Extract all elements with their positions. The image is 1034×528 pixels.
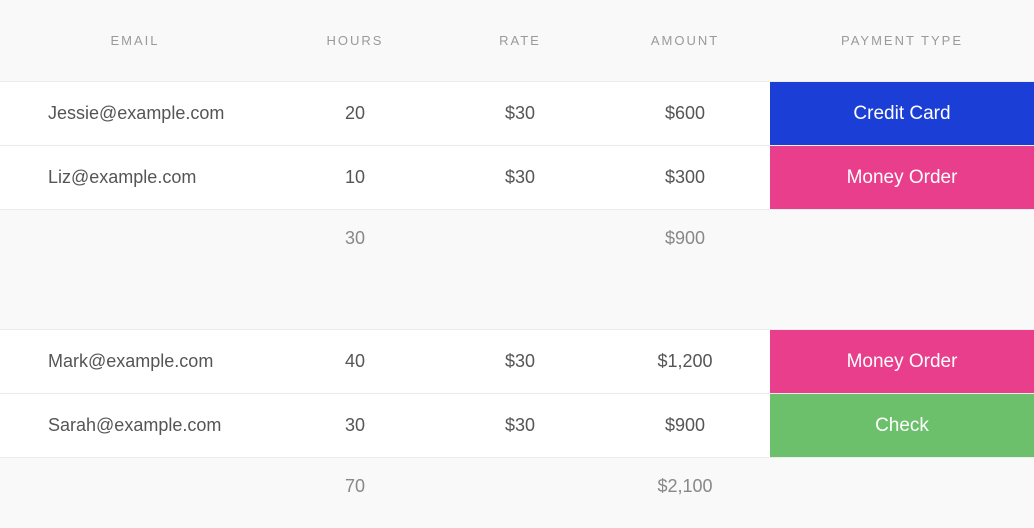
summary-hours: 30 xyxy=(270,210,440,266)
col-header-rate: RATE xyxy=(440,0,600,81)
table-row: Sarah@example.com30$30$900Check xyxy=(0,394,1034,458)
summary-amount: $2,100 xyxy=(600,458,770,514)
table-row: Liz@example.com10$30$300Money Order xyxy=(0,146,1034,210)
cell-amount: $900 xyxy=(600,394,770,457)
cell-email: Jessie@example.com xyxy=(0,82,270,145)
cell-hours: 30 xyxy=(270,394,440,457)
cell-rate: $30 xyxy=(440,146,600,209)
summary-amount: $900 xyxy=(600,210,770,266)
summary-empty xyxy=(770,210,1034,266)
cell-email: Liz@example.com xyxy=(0,146,270,209)
payment-type-badge: Money Order xyxy=(770,330,1034,393)
col-header-payment-type: PAYMENT TYPE xyxy=(770,0,1034,81)
payment-type-badge: Check xyxy=(770,394,1034,457)
cell-amount: $1,200 xyxy=(600,330,770,393)
cell-email: Sarah@example.com xyxy=(0,394,270,457)
col-header-email: EMAIL xyxy=(0,0,270,81)
table-row: Jessie@example.com20$30$600Credit Card xyxy=(0,82,1034,146)
summary-hours: 70 xyxy=(270,458,440,514)
payment-type-badge: Credit Card xyxy=(770,82,1034,145)
cell-rate: $30 xyxy=(440,330,600,393)
col-header-amount: AMOUNT xyxy=(600,0,770,81)
group-spacer xyxy=(0,266,1034,330)
cell-rate: $30 xyxy=(440,394,600,457)
payments-table: EMAIL HOURS RATE AMOUNT PAYMENT TYPE Jes… xyxy=(0,0,1034,514)
cell-amount: $300 xyxy=(600,146,770,209)
summary-empty xyxy=(0,210,270,266)
summary-empty xyxy=(0,458,270,514)
summary-empty xyxy=(770,458,1034,514)
cell-hours: 20 xyxy=(270,82,440,145)
summary-row: 30 $900 xyxy=(0,210,1034,266)
cell-rate: $30 xyxy=(440,82,600,145)
cell-amount: $600 xyxy=(600,82,770,145)
payment-type-badge: Money Order xyxy=(770,146,1034,209)
cell-hours: 10 xyxy=(270,146,440,209)
table-row: Mark@example.com40$30$1,200Money Order xyxy=(0,330,1034,394)
cell-hours: 40 xyxy=(270,330,440,393)
cell-email: Mark@example.com xyxy=(0,330,270,393)
summary-row: 70 $2,100 xyxy=(0,458,1034,514)
summary-empty xyxy=(440,458,600,514)
table-header-row: EMAIL HOURS RATE AMOUNT PAYMENT TYPE xyxy=(0,0,1034,82)
col-header-hours: HOURS xyxy=(270,0,440,81)
summary-empty xyxy=(440,210,600,266)
